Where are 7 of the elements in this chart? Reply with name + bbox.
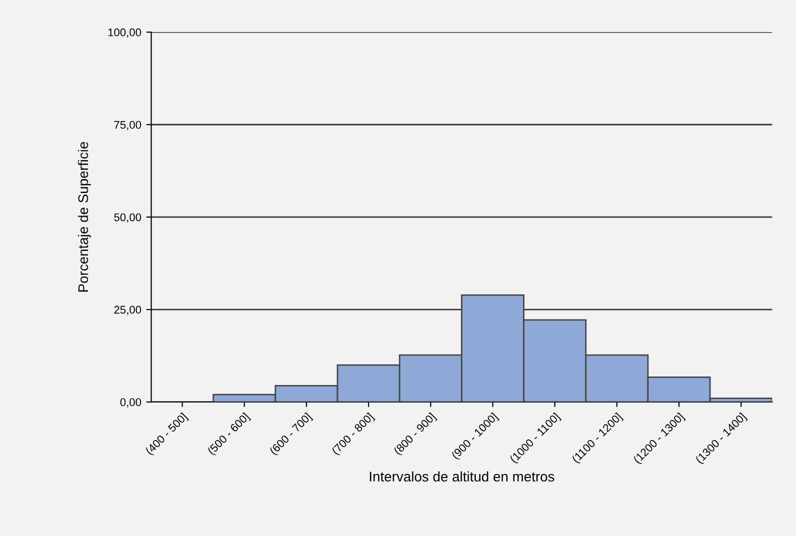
y-tick-label: 100,00 [108,28,142,38]
y-tick-label: 0,00 [120,398,142,408]
x-axis-title: Intervalos de altitud en metros [370,471,554,482]
y-tick-label: 25,00 [114,306,142,315]
y-tick-label: 75,00 [114,120,142,130]
y-axis-title: Porcentaje de Superficie [78,142,91,292]
y-tick-label: 50,00 [114,213,142,223]
